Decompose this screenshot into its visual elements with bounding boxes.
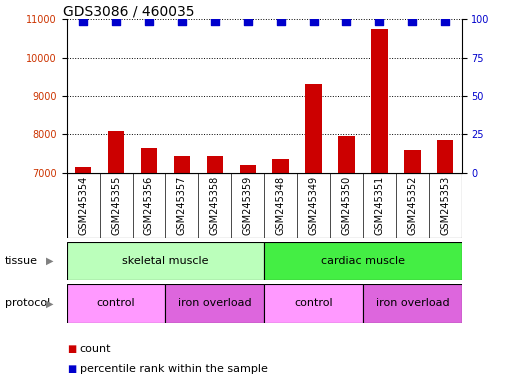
Bar [404, 150, 421, 173]
Text: GSM245353: GSM245353 [440, 176, 450, 235]
Bar [174, 156, 190, 173]
Point [112, 18, 120, 24]
Text: GSM245358: GSM245358 [210, 176, 220, 235]
Bar [437, 140, 453, 173]
Bar [67, 284, 165, 323]
Bar [67, 242, 264, 280]
Text: GSM245354: GSM245354 [78, 176, 88, 235]
Text: GSM245352: GSM245352 [407, 176, 417, 235]
Text: GSM245356: GSM245356 [144, 176, 154, 235]
Text: control: control [97, 298, 135, 308]
Bar [141, 148, 157, 173]
Bar [371, 29, 388, 173]
Point [178, 18, 186, 24]
Text: GSM245351: GSM245351 [374, 176, 384, 235]
Text: ▶: ▶ [46, 298, 54, 308]
Point [376, 18, 384, 24]
Text: GDS3086 / 460035: GDS3086 / 460035 [63, 4, 194, 18]
Text: percentile rank within the sample: percentile rank within the sample [80, 364, 267, 374]
Text: ■: ■ [67, 344, 76, 354]
Point [145, 18, 153, 24]
Bar [165, 284, 264, 323]
Bar [305, 84, 322, 173]
Bar [207, 156, 223, 173]
Point [211, 18, 219, 24]
Point [342, 18, 350, 24]
Text: GSM245357: GSM245357 [177, 176, 187, 235]
Bar [363, 284, 462, 323]
Bar [240, 165, 256, 173]
Text: iron overload: iron overload [178, 298, 252, 308]
Text: GSM245348: GSM245348 [275, 176, 286, 235]
Point [244, 18, 252, 24]
Bar [264, 242, 462, 280]
Text: count: count [80, 344, 111, 354]
Bar [75, 167, 91, 173]
Bar [272, 159, 289, 173]
Bar [67, 173, 462, 238]
Text: cardiac muscle: cardiac muscle [321, 256, 405, 266]
Point [277, 18, 285, 24]
Point [441, 18, 449, 24]
Text: protocol: protocol [5, 298, 50, 308]
Point [79, 18, 87, 24]
Text: GSM245355: GSM245355 [111, 176, 121, 235]
Bar [264, 284, 363, 323]
Text: skeletal muscle: skeletal muscle [122, 256, 209, 266]
Text: tissue: tissue [5, 256, 38, 266]
Text: ▶: ▶ [46, 256, 54, 266]
Point [309, 18, 318, 24]
Text: iron overload: iron overload [376, 298, 449, 308]
Text: ■: ■ [67, 364, 76, 374]
Text: control: control [294, 298, 333, 308]
Text: GSM245350: GSM245350 [342, 176, 351, 235]
Bar [108, 131, 124, 173]
Text: GSM245359: GSM245359 [243, 176, 253, 235]
Text: GSM245349: GSM245349 [309, 176, 319, 235]
Point [408, 18, 417, 24]
Bar [338, 136, 354, 173]
